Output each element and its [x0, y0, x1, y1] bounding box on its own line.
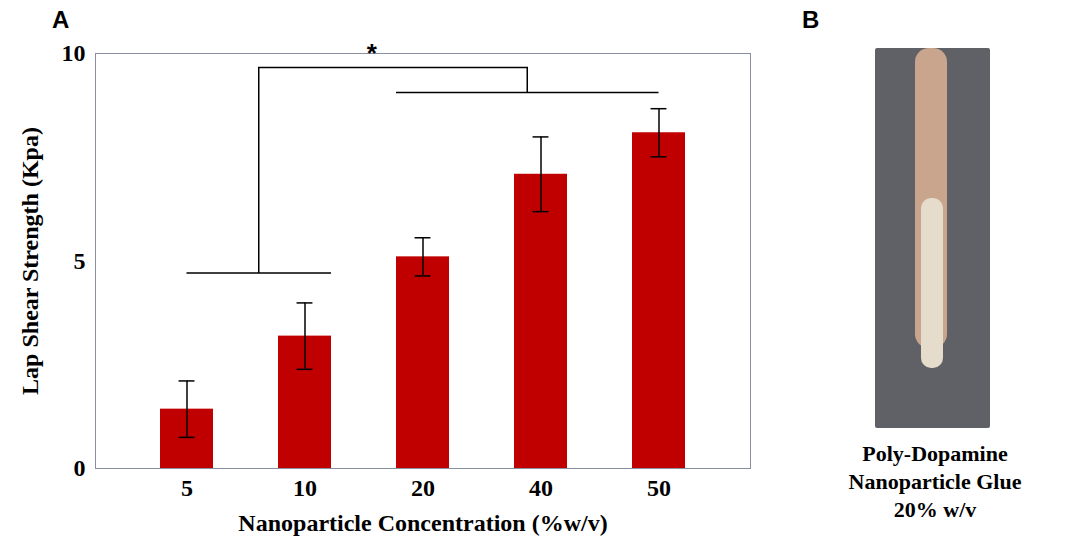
html-text:Nanoparticle Glue: Nanoparticle Glue	[848, 469, 1022, 494]
svg-text:20: 20	[411, 475, 435, 501]
svg-text:5: 5	[74, 248, 86, 274]
svg-text:10: 10	[62, 40, 86, 66]
svg-text:10: 10	[293, 475, 317, 501]
svg-text:*: *	[367, 38, 378, 68]
svg-text:50: 50	[647, 475, 671, 501]
html-text:A: A	[52, 6, 70, 33]
svg-text:5: 5	[181, 475, 193, 501]
svg-text:40: 40	[529, 475, 553, 501]
svg-text:Nanoparticle Concentration (%w: Nanoparticle Concentration (%w/v)	[238, 510, 607, 536]
html-text:Poly-Dopamine: Poly-Dopamine	[862, 441, 1008, 466]
svg-text:0: 0	[74, 455, 86, 481]
html-text:20% w/v: 20% w/v	[893, 497, 977, 522]
html-text:B: B	[802, 6, 820, 33]
svg-text:Lap Shear Strength (Kpa): Lap Shear Strength (Kpa)	[17, 127, 43, 395]
